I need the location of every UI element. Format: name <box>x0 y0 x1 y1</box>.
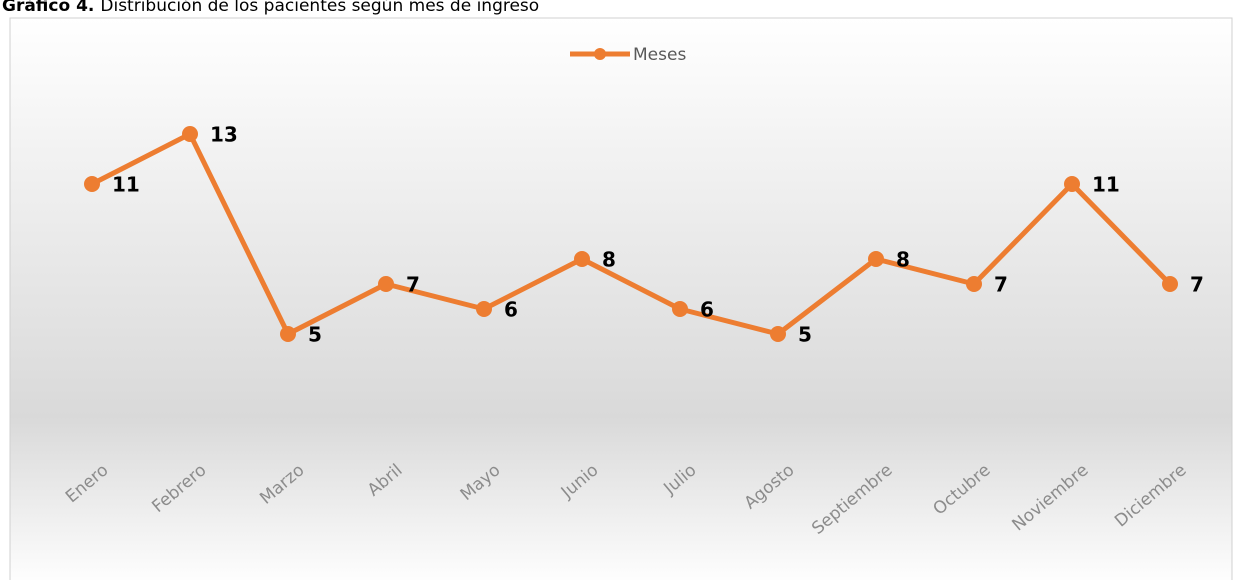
line <box>90 131 1172 337</box>
chart-title: Gráfico 4. Distribución de los pacientes … <box>2 0 539 16</box>
title-text: Distribución de los pacientes según mes … <box>100 0 539 16</box>
marker <box>280 326 296 342</box>
marker <box>1162 276 1178 292</box>
data-label: 8 <box>896 248 910 272</box>
marker <box>1064 176 1080 192</box>
marker <box>868 251 884 267</box>
marker <box>770 326 786 342</box>
marker <box>182 126 198 142</box>
data-label: 5 <box>798 323 812 347</box>
data-label: 7 <box>994 273 1008 297</box>
marker <box>476 301 492 317</box>
data-label: 7 <box>406 273 420 297</box>
marker <box>378 276 394 292</box>
data-label: 11 <box>1092 173 1120 197</box>
data-label: 7 <box>1190 273 1204 297</box>
data-label: 5 <box>308 323 322 347</box>
title-label: Gráfico 4. <box>2 0 94 16</box>
marker <box>574 251 590 267</box>
marker <box>672 301 688 317</box>
legend-marker <box>594 48 606 60</box>
data-label: 6 <box>504 298 518 322</box>
data-label: 8 <box>602 248 616 272</box>
legend-label: Meses <box>633 45 686 65</box>
chart-area <box>9 17 1233 580</box>
data-label: 13 <box>210 123 238 147</box>
marker <box>966 276 982 292</box>
marker <box>84 176 100 192</box>
data-label: 6 <box>700 298 714 322</box>
data-label: 11 <box>112 173 140 197</box>
